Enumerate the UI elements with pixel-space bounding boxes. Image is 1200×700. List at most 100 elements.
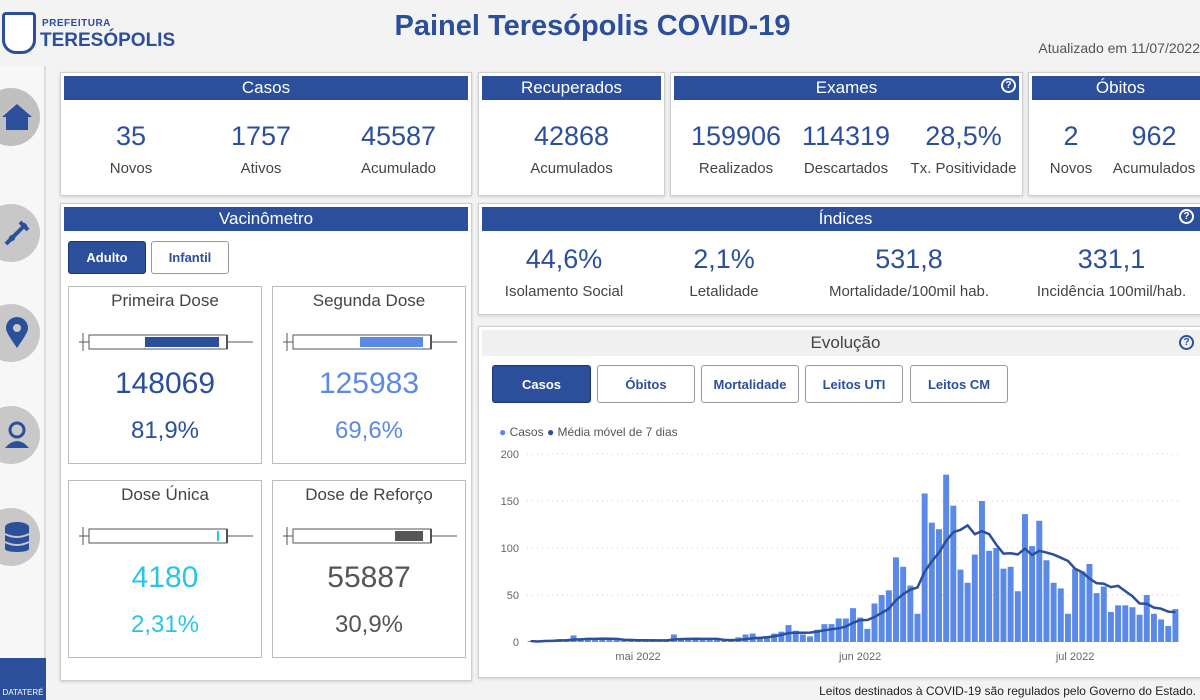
bar-casos — [864, 628, 871, 642]
stat-label: Descartados — [803, 160, 889, 177]
bar-casos — [914, 613, 921, 642]
syringe-icon — [79, 527, 253, 545]
bar-casos — [678, 639, 685, 642]
datatere-logo: DATATERÉ — [0, 658, 46, 700]
bar-casos — [921, 493, 928, 642]
tab-infantil[interactable]: Infantil — [151, 241, 229, 274]
tab-casos[interactable]: Casos — [492, 365, 591, 403]
bar-casos — [1007, 566, 1014, 642]
casos-acumulado: 45587 Acumulado — [341, 121, 456, 177]
bar-casos — [1043, 560, 1050, 642]
bar-casos — [699, 640, 706, 642]
map-pin-icon[interactable] — [0, 304, 40, 362]
bar-casos — [692, 639, 699, 642]
bar-casos — [1000, 568, 1007, 642]
dose-title: Dose de Reforço — [305, 485, 433, 504]
bar-casos — [814, 629, 821, 642]
evolucao-header: Evolução — [482, 330, 1200, 356]
bar-casos — [986, 550, 993, 642]
bar-casos — [971, 554, 978, 642]
vacinometro-header: Vacinômetro — [64, 207, 468, 231]
bar-casos — [778, 631, 785, 642]
database-icon[interactable] — [0, 508, 40, 566]
stat-label: Acumulados — [530, 160, 613, 177]
help-icon[interactable]: ? — [1179, 335, 1194, 350]
obitos-card: Óbitos 2 Novos 962 Acumulados — [1028, 72, 1200, 196]
bar-casos — [907, 585, 914, 642]
stat-label: Letalidade — [689, 283, 759, 300]
help-icon[interactable]: ? — [1179, 209, 1194, 224]
evolucao-chart: 0 50 100 150 200 mai 2022 jun 2022 jul 2022 — [501, 449, 1179, 663]
dose-percent: 81,9% — [130, 417, 200, 444]
syringe-icon — [79, 333, 253, 351]
indices-header: Índices — [482, 207, 1200, 231]
indices-card: Índices ? 44,6% Isolamento Social 2,1% Let… — [478, 203, 1200, 315]
vaccine-icon[interactable] — [0, 204, 40, 262]
exames-card: Exames ? 159906 Realizados 114319 Descarta… — [670, 72, 1023, 196]
bar-casos — [950, 505, 957, 642]
x-tick-label: jul 2022 — [1055, 651, 1095, 663]
bar-casos — [1021, 514, 1028, 642]
stat-label: Novos — [109, 160, 153, 177]
tab-leitos-uti[interactable]: Leitos UTI — [805, 365, 903, 403]
bar-casos — [828, 624, 835, 642]
dose-title: Primeira Dose — [111, 291, 219, 310]
attendant-icon[interactable] — [0, 406, 40, 464]
stat-label: Incidência 100mil/hab. — [1036, 283, 1187, 300]
tab-obitos[interactable]: Óbitos — [597, 365, 695, 403]
bar-casos — [900, 566, 907, 642]
tab-mortalidade[interactable]: Mortalidade — [701, 365, 799, 403]
logo-bottom-text: TERESÓPOLIS — [40, 30, 176, 51]
bar-casos — [756, 637, 763, 642]
bar-casos — [878, 595, 885, 642]
line-media-movel — [530, 523, 1176, 643]
recuperados-acumulados: 42868 Acumulados — [479, 121, 664, 177]
bar-casos — [1093, 593, 1100, 642]
dose-value: 148069 — [114, 367, 216, 400]
bar-casos — [1100, 586, 1107, 642]
stat-label: Novos — [1049, 160, 1093, 177]
exames-header: Exames — [674, 76, 1019, 100]
bar-casos — [857, 617, 864, 642]
bar-casos — [599, 638, 606, 642]
casos-card: Casos 35 Novos 1757 Ativos 45587 Acumulado — [60, 72, 472, 196]
stat-value: 44,6% — [525, 244, 603, 274]
bar-casos — [613, 640, 620, 642]
bar-casos — [706, 640, 713, 642]
bar-casos — [584, 639, 591, 642]
updated-timestamp: Atualizado em 11/07/2022 — [1038, 40, 1200, 56]
bar-casos — [792, 630, 799, 642]
dose-card: Primeira Dose 148069 81,9% — [68, 286, 262, 464]
dose-value: 4180 — [131, 561, 199, 594]
syringe-icon — [283, 527, 457, 545]
casos-novos: 35 Novos — [81, 121, 181, 177]
bar-casos — [713, 640, 720, 642]
help-icon[interactable]: ? — [1001, 78, 1016, 93]
bar-casos — [957, 569, 964, 642]
y-tick-label: 200 — [501, 449, 519, 461]
stat-label: Acumulados — [1112, 160, 1196, 177]
indice-letalidade: 2,1% Letalidade — [659, 244, 789, 300]
bar-casos — [799, 634, 806, 642]
crest-icon — [2, 12, 36, 54]
obitos-header: Óbitos — [1032, 76, 1200, 100]
dose-value: 125983 — [318, 367, 420, 400]
bar-casos — [1136, 614, 1143, 642]
bar-casos — [1050, 582, 1057, 642]
legend-dot-casos: ● — [499, 425, 507, 439]
exames-realizados: 159906 Realizados — [681, 121, 791, 177]
bar-casos — [807, 636, 813, 642]
y-tick-label: 150 — [501, 496, 519, 508]
home-icon[interactable] — [0, 88, 40, 146]
chart-legend: ● Casos ● Média móvel de 7 dias — [499, 425, 678, 439]
sidebar: DATATERÉ — [0, 66, 46, 700]
dose-value: 55887 — [327, 561, 411, 594]
y-tick-label: 0 — [513, 637, 519, 649]
bar-casos — [1150, 613, 1157, 642]
stat-value: 28,5% — [925, 121, 1002, 151]
bar-casos — [771, 633, 778, 642]
stat-value: 35 — [115, 121, 147, 151]
tab-leitos-cm[interactable]: Leitos CM — [910, 365, 1008, 403]
tab-adulto[interactable]: Adulto — [68, 241, 146, 274]
legend-casos: Casos — [509, 425, 544, 439]
